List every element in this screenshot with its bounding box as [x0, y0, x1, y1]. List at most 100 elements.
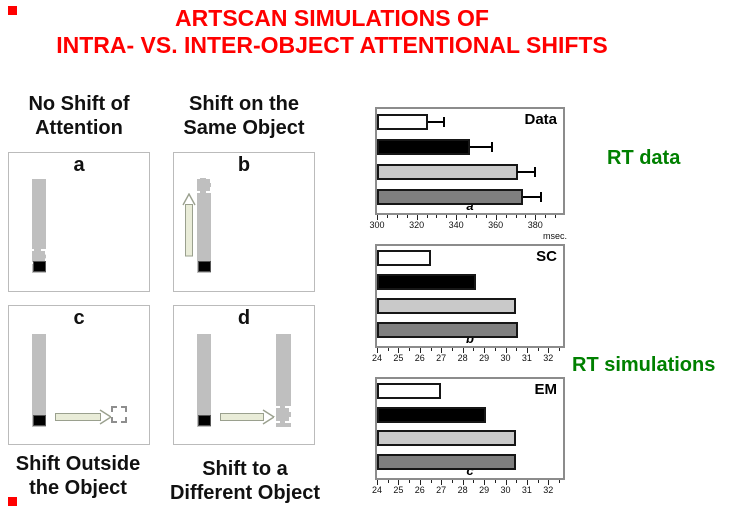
- panel-c: c: [8, 305, 150, 445]
- minor-tick: [396, 215, 398, 218]
- minor-tick: [545, 215, 547, 218]
- minor-tick: [485, 215, 487, 218]
- cue-square: [198, 415, 211, 426]
- tick-label: 31: [521, 353, 532, 363]
- tick-label: 32: [543, 485, 554, 495]
- minor-tick: [559, 480, 560, 483]
- tick-label: 25: [393, 485, 404, 495]
- tick-label: 360: [488, 220, 504, 230]
- minor-tick: [494, 480, 496, 483]
- rightward-shift-arrow-icon: [55, 409, 113, 425]
- panel-a-letter: a: [73, 154, 85, 176]
- minor-tick: [466, 215, 467, 218]
- minor-tick: [525, 215, 527, 218]
- major-tick: [419, 348, 421, 353]
- chart-bar-light-gray: [377, 298, 517, 314]
- major-tick: [398, 348, 400, 353]
- chart-bar-white: [377, 114, 429, 130]
- tick-label: 25: [393, 353, 404, 363]
- major-tick: [505, 348, 507, 353]
- panel-d-letter: d: [237, 307, 251, 329]
- chart-plot-area: SC b: [375, 244, 565, 348]
- chart-bar-dark-gray: [377, 454, 517, 470]
- chart-corner-label: EM: [534, 381, 558, 398]
- major-tick: [377, 215, 378, 220]
- minor-tick: [426, 215, 428, 218]
- panel-b: b: [173, 152, 315, 292]
- minor-tick: [451, 348, 453, 351]
- minor-tick: [409, 348, 411, 351]
- minor-tick: [475, 215, 477, 218]
- caption-panel-c: Shift Outside the Object: [2, 452, 154, 500]
- caption-line: Attention: [35, 117, 123, 139]
- minor-tick: [446, 215, 448, 218]
- major-tick: [398, 480, 400, 485]
- chart-x-axis: 300 320 340 360 380: [369, 215, 565, 231]
- caption-panel-d: Shift to a Different Object: [162, 457, 328, 505]
- chart-bar-black: [377, 407, 487, 423]
- rt-simulations-label: RT simulations: [572, 354, 716, 376]
- slide-title: ARTSCAN SIMULATIONS OF INTRA- VS. INTER-…: [0, 5, 664, 59]
- chart-bar-dark-gray: [377, 322, 519, 338]
- tick-label: 26: [414, 353, 425, 363]
- shift-target-location: [111, 406, 127, 423]
- panel-c-letter: c: [73, 307, 85, 329]
- major-tick: [526, 480, 528, 485]
- minor-tick: [387, 480, 389, 483]
- chart-em-simulation: EM c 24 25 26 27 28 29 30 31 32: [372, 377, 567, 496]
- error-bar-cap: [540, 192, 543, 202]
- minor-tick: [409, 480, 411, 483]
- cue-square: [33, 415, 46, 426]
- error-bar: [517, 171, 536, 173]
- tick-label: 29: [479, 353, 490, 363]
- second-object-bar: [276, 334, 291, 427]
- tick-label: 28: [457, 353, 468, 363]
- error-bar: [523, 196, 542, 198]
- tick-label: 31: [521, 485, 532, 495]
- minor-tick: [505, 215, 507, 218]
- major-tick: [535, 215, 537, 220]
- chart-rt-data: Data a 300 320 340 360 380 msec.: [369, 107, 567, 241]
- chart-corner-label: Data: [524, 111, 557, 128]
- major-tick: [484, 480, 486, 485]
- chart-corner-label: SC: [536, 248, 557, 265]
- cue-square: [33, 261, 46, 272]
- chart-bar-black: [377, 139, 470, 155]
- caption-panel-a: No Shift of Attention: [8, 92, 150, 140]
- minor-tick: [436, 215, 438, 218]
- object-bar: [197, 334, 211, 427]
- error-bar-cap: [490, 142, 493, 152]
- rt-data-label: RT data: [607, 147, 681, 169]
- chart-subplot-letter: c: [466, 463, 474, 478]
- panel-d: d: [173, 305, 315, 445]
- major-tick: [505, 480, 507, 485]
- tick-label: 26: [414, 485, 425, 495]
- axis-unit-label: msec.: [542, 231, 567, 241]
- major-tick: [377, 480, 378, 485]
- major-tick: [419, 480, 421, 485]
- caption-line: Same Object: [183, 117, 305, 139]
- minor-tick: [406, 215, 408, 218]
- minor-tick: [451, 480, 453, 483]
- chart-bar-white: [377, 250, 431, 266]
- error-bar-cap: [443, 117, 446, 127]
- error-bar-cap: [534, 167, 537, 177]
- chart-x-axis: 24 25 26 27 28 29 30 31 32: [372, 480, 565, 496]
- minor-tick: [494, 348, 496, 351]
- object-bar: [197, 178, 211, 273]
- minor-tick: [387, 348, 389, 351]
- rightward-shift-arrow-icon: [220, 409, 276, 425]
- chart-plot-area: EM c: [375, 377, 565, 480]
- caption-line: Shift on the: [189, 93, 299, 115]
- chart-plot-area: Data a: [375, 107, 565, 215]
- tick-label: 28: [457, 485, 468, 495]
- major-tick: [456, 215, 458, 220]
- minor-tick: [473, 480, 475, 483]
- tick-label: 340: [448, 220, 464, 230]
- major-tick: [416, 215, 418, 220]
- minor-tick: [430, 348, 432, 351]
- caption-line: Different Object: [169, 482, 321, 504]
- error-bar: [469, 146, 492, 148]
- object-bar: [32, 334, 46, 427]
